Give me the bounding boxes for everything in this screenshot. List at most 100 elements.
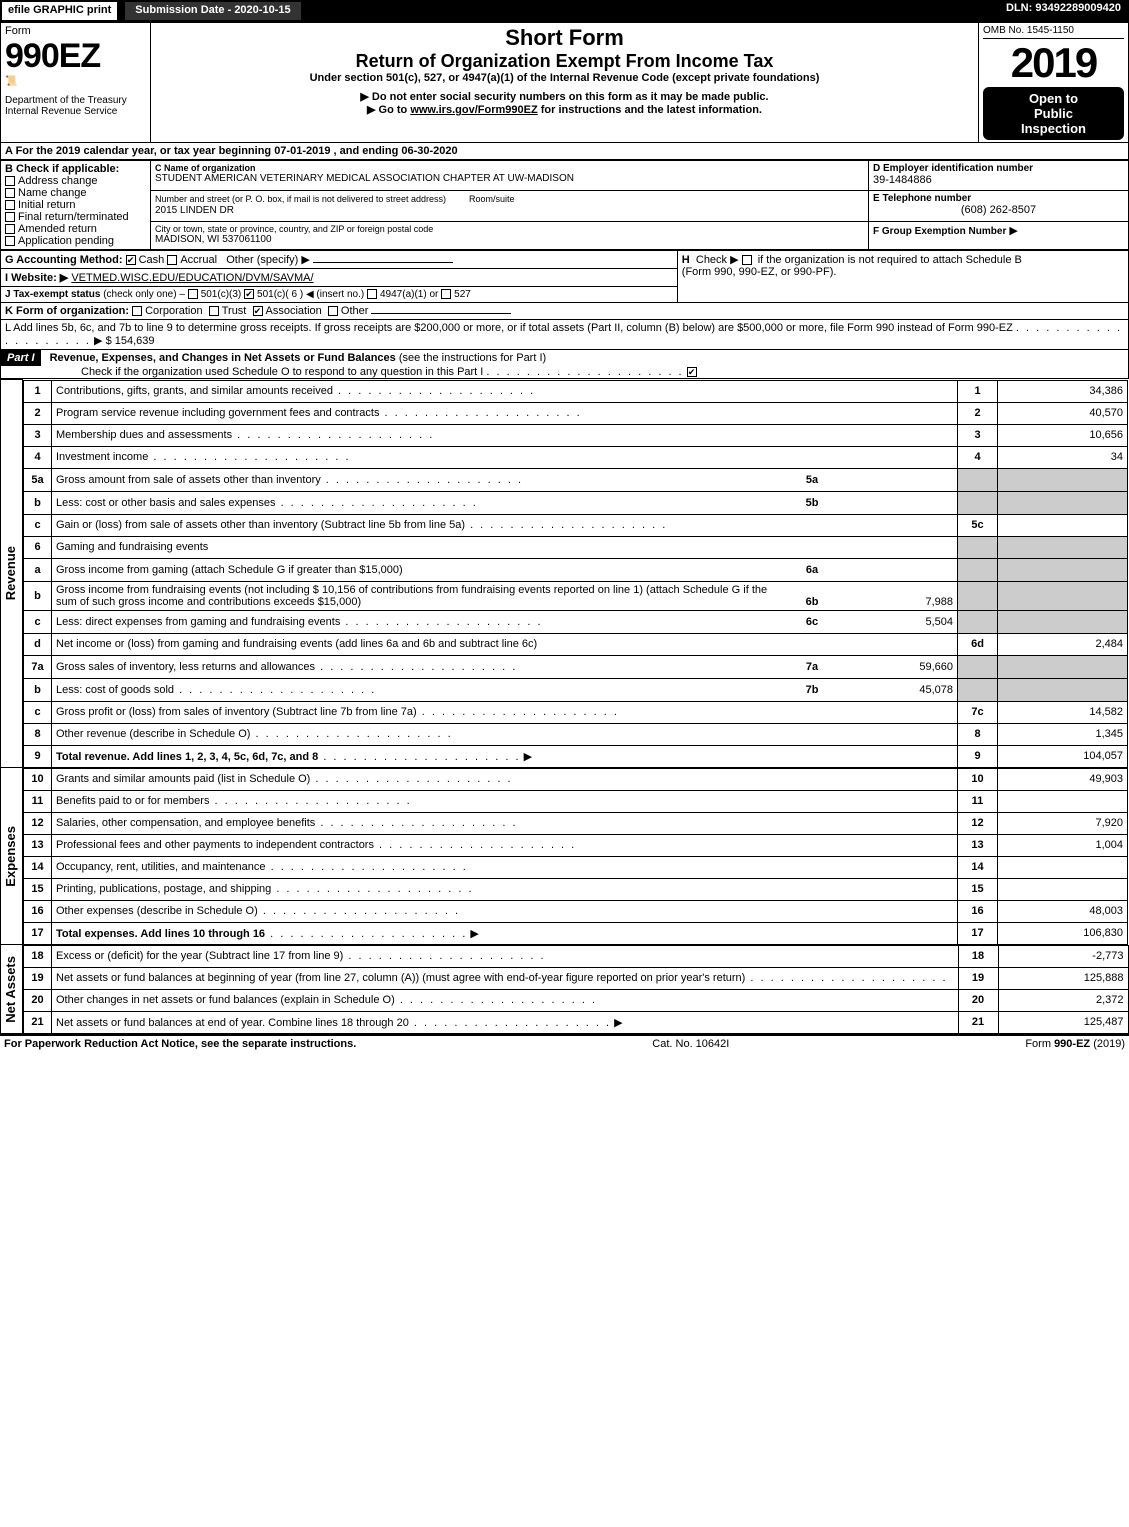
part1-body: Revenue 1Contributions, gifts, grants, a… xyxy=(0,379,1129,1034)
short-form-title: Short Form xyxy=(155,25,974,51)
side-label-revenue: Revenue xyxy=(1,542,20,604)
label-accounting-method: G Accounting Method: xyxy=(5,254,123,266)
side-label-net-assets: Net Assets xyxy=(1,952,20,1027)
open-to-public: Open to Public Inspection xyxy=(983,87,1124,140)
part1-check-line: Check if the organization used Schedule … xyxy=(81,366,483,378)
dln: DLN: 93492289009420 xyxy=(998,0,1129,22)
city-value: MADISON, WI 537061100 xyxy=(155,234,864,245)
accounting-other: Other (specify) ▶ xyxy=(226,254,310,266)
submission-date: Submission Date - 2020-10-15 xyxy=(123,0,302,22)
form-word: Form xyxy=(5,25,146,37)
efile-print-button[interactable]: efile GRAPHIC print xyxy=(0,0,119,22)
label-city: City or town, state or province, country… xyxy=(155,224,864,234)
line-7a-value: 59,660 xyxy=(837,656,957,678)
checkbox-amended-return[interactable] xyxy=(5,224,15,234)
checkbox-final-return[interactable] xyxy=(5,212,15,222)
identity-block: B Check if applicable: Address change Na… xyxy=(0,160,1129,250)
checkbox-501c3[interactable] xyxy=(188,289,198,299)
line-17-value: 106,830 xyxy=(998,922,1128,944)
label-room: Room/suite xyxy=(469,194,515,204)
line-k: K Form of organization: Corporation Trus… xyxy=(0,303,1129,320)
goto-line: ▶ Go to www.irs.gov/Form990EZ for instru… xyxy=(155,103,974,116)
checkbox-trust[interactable] xyxy=(209,306,219,316)
top-bar: efile GRAPHIC print Submission Date - 20… xyxy=(0,0,1129,22)
g-h-block: G Accounting Method: ✔Cash Accrual Other… xyxy=(0,250,1129,303)
revenue-lines: 1Contributions, gifts, grants, and simil… xyxy=(23,380,1128,768)
line-4-value: 34 xyxy=(998,446,1128,468)
form-number: 990EZ xyxy=(5,37,146,76)
line-1-value: 34,386 xyxy=(998,380,1128,402)
line-8-value: 1,345 xyxy=(998,723,1128,745)
h-text: if the organization is not required to a… xyxy=(758,254,1022,266)
footer-cat-no: Cat. No. 10642I xyxy=(652,1038,729,1050)
ssn-note: Do not enter social security numbers on … xyxy=(155,90,974,103)
tax-year: 2019 xyxy=(983,39,1124,87)
checkbox-application-pending[interactable] xyxy=(5,236,15,246)
label-website: I Website: ▶ xyxy=(5,272,68,284)
line-16-value: 48,003 xyxy=(998,900,1128,922)
line-6a-value xyxy=(837,559,957,581)
line-5b-value xyxy=(837,492,957,514)
line-6b-value: 7,988 xyxy=(837,582,957,610)
checkbox-accrual[interactable] xyxy=(167,255,177,265)
line-20-value: 2,372 xyxy=(998,989,1128,1011)
line-6d-value: 2,484 xyxy=(998,633,1128,655)
checkbox-cash[interactable]: ✔ xyxy=(126,255,136,265)
form-header: Form 990EZ 📜 Department of the Treasury … xyxy=(0,22,1129,143)
label-h: H xyxy=(682,254,690,266)
line-19-value: 125,888 xyxy=(998,967,1128,989)
line-21-value: 125,487 xyxy=(998,1011,1128,1033)
line-a-tax-year: A For the 2019 calendar year, or tax yea… xyxy=(0,143,1129,160)
checkbox-4947[interactable] xyxy=(367,289,377,299)
checkbox-association[interactable]: ✔ xyxy=(253,306,263,316)
checkbox-schedule-o[interactable]: ✔ xyxy=(687,367,697,377)
line-18-value: -2,773 xyxy=(998,945,1128,967)
line-l: L Add lines 5b, 6c, and 7b to line 9 to … xyxy=(0,320,1129,350)
part1-header: Part I Revenue, Expenses, and Changes in… xyxy=(0,350,1129,379)
line-7b-value: 45,078 xyxy=(837,679,957,701)
box-b-title: B Check if applicable: xyxy=(5,163,146,175)
under-section: Under section 501(c), 527, or 4947(a)(1)… xyxy=(155,72,974,84)
checkbox-address-change[interactable] xyxy=(5,176,15,186)
checkbox-corporation[interactable] xyxy=(132,306,142,316)
line-13-value: 1,004 xyxy=(998,834,1128,856)
line-9-value: 104,057 xyxy=(998,745,1128,767)
checkbox-name-change[interactable] xyxy=(5,188,15,198)
line-5a-value xyxy=(837,469,957,491)
line-12-value: 7,920 xyxy=(998,812,1128,834)
irs-link[interactable]: www.irs.gov/Form990EZ xyxy=(410,104,537,116)
line-7c-value: 14,582 xyxy=(998,701,1128,723)
checkbox-initial-return[interactable] xyxy=(5,200,15,210)
street-value: 2015 LINDEN DR xyxy=(155,205,864,216)
website-link[interactable]: VETMED.WISC.EDU/EDUCATION/DVM/SAVMA/ xyxy=(71,272,313,284)
return-title: Return of Organization Exempt From Incom… xyxy=(155,51,974,72)
omb-number: OMB No. 1545-1150 xyxy=(983,25,1124,39)
checkbox-h[interactable] xyxy=(742,255,752,265)
line-15-value xyxy=(998,878,1128,900)
label-ein: D Employer identification number xyxy=(873,163,1124,174)
line-5c-value xyxy=(998,514,1128,536)
label-group-exemption: F Group Exemption Number xyxy=(873,226,1006,237)
group-exemption-arrow: ▶ xyxy=(1009,225,1017,237)
checkbox-501c[interactable]: ✔ xyxy=(244,289,254,299)
gross-receipts-amount: $ 154,639 xyxy=(106,335,155,347)
net-asset-lines: 18Excess or (deficit) for the year (Subt… xyxy=(23,945,1129,1034)
telephone-value: (608) 262-8507 xyxy=(873,204,1124,216)
ein-value: 39-1484886 xyxy=(873,174,1124,186)
org-name: STUDENT AMERICAN VETERINARY MEDICAL ASSO… xyxy=(155,173,864,184)
treasury-dept: Department of the Treasury xyxy=(5,95,146,106)
footer-left: For Paperwork Reduction Act Notice, see … xyxy=(4,1038,356,1050)
checkbox-527[interactable] xyxy=(441,289,451,299)
label-j: J Tax-exempt status xyxy=(5,289,100,300)
irs-label: Internal Revenue Service xyxy=(5,106,146,117)
checkbox-other-org[interactable] xyxy=(328,306,338,316)
line-6c-value: 5,504 xyxy=(837,611,957,633)
line-11-value xyxy=(998,790,1128,812)
line-3-value: 10,656 xyxy=(998,424,1128,446)
label-org-name: C Name of organization xyxy=(155,163,864,173)
label-street: Number and street (or P. O. box, if mail… xyxy=(155,194,446,204)
footer-right: Form 990-EZ (2019) xyxy=(1025,1038,1125,1050)
line-2-value: 40,570 xyxy=(998,402,1128,424)
label-telephone: E Telephone number xyxy=(873,193,1124,204)
side-label-expenses: Expenses xyxy=(1,822,20,891)
